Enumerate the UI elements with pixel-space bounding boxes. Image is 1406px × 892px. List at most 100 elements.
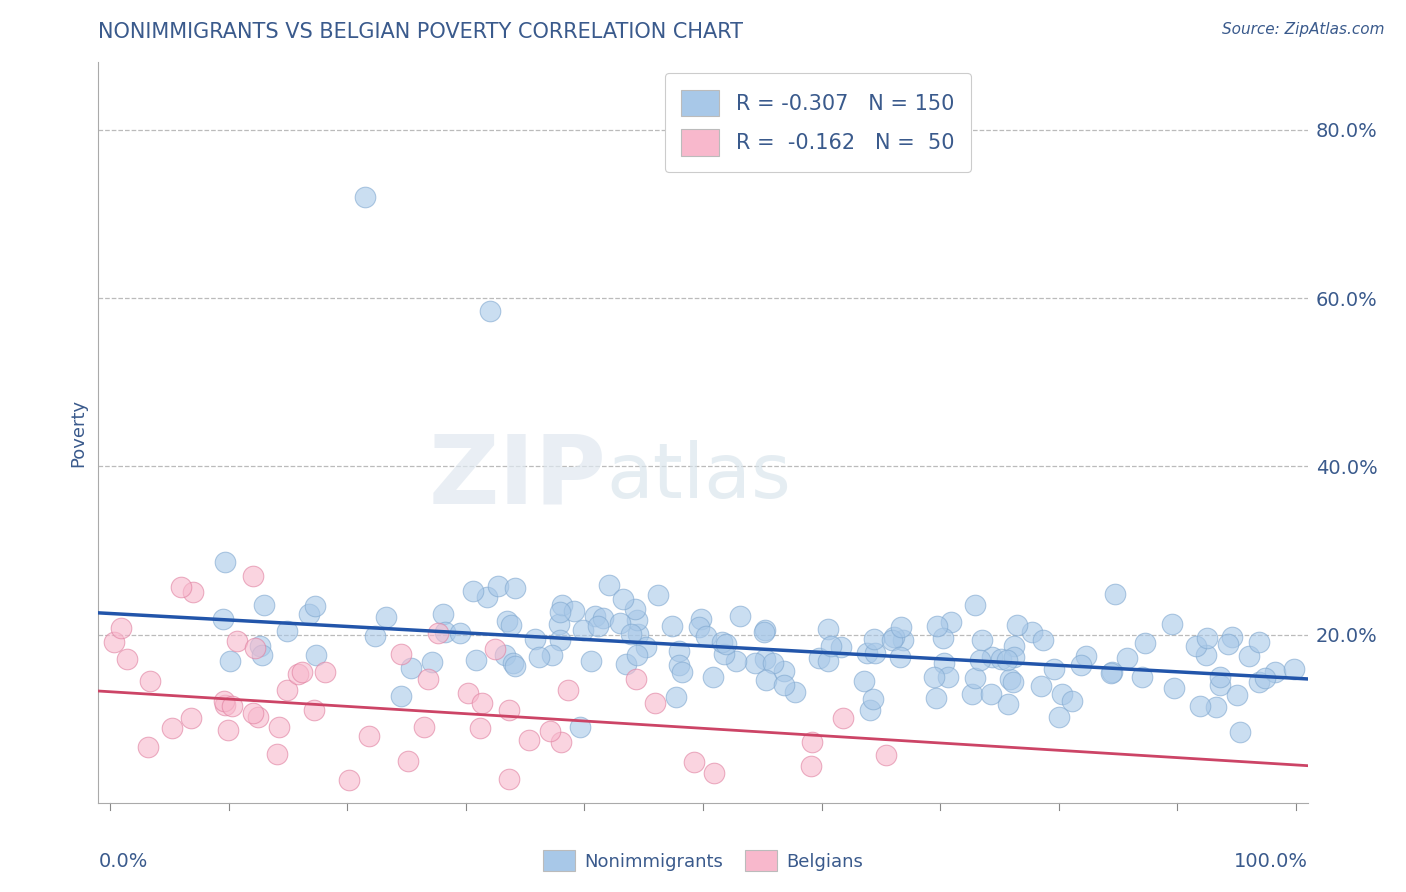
Point	[1163, 681, 1185, 695]
Point	[1205, 700, 1227, 714]
Point	[503, 659, 526, 673]
Point	[725, 654, 748, 668]
Point	[221, 699, 243, 714]
Point	[115, 652, 138, 666]
Point	[396, 754, 419, 768]
Point	[963, 598, 986, 612]
Point	[1161, 617, 1184, 632]
Point	[498, 703, 520, 717]
Point	[433, 625, 456, 640]
Point	[276, 683, 298, 698]
Point	[214, 698, 236, 712]
Point	[212, 694, 235, 708]
Point	[1021, 625, 1043, 640]
Point	[287, 667, 309, 681]
Point	[1254, 671, 1277, 685]
Point	[412, 720, 434, 734]
Point	[969, 652, 991, 666]
Point	[683, 756, 706, 770]
Point	[218, 654, 240, 668]
Point	[247, 710, 270, 724]
Point	[110, 622, 132, 636]
Point	[484, 641, 506, 656]
Point	[562, 604, 585, 618]
Point	[1099, 665, 1122, 680]
Point	[1002, 674, 1025, 689]
Point	[990, 652, 1012, 666]
Point	[291, 665, 314, 679]
Point	[624, 602, 647, 616]
Point	[1209, 678, 1232, 692]
Point	[457, 686, 479, 700]
Point	[1132, 669, 1154, 683]
Point	[305, 648, 328, 662]
Point	[1032, 632, 1054, 647]
Point	[762, 657, 785, 671]
Point	[548, 633, 571, 648]
Point	[541, 648, 564, 662]
Point	[865, 646, 887, 660]
Point	[416, 672, 439, 686]
Point	[170, 580, 193, 594]
Point	[644, 696, 666, 710]
Point	[882, 632, 904, 647]
Point	[586, 619, 609, 633]
Point	[620, 627, 643, 641]
Point	[925, 690, 948, 705]
Point	[1218, 637, 1240, 651]
Point	[612, 592, 634, 607]
Point	[1000, 672, 1022, 686]
Point	[817, 622, 839, 636]
Legend: Nonimmigrants, Belgians: Nonimmigrants, Belgians	[536, 843, 870, 879]
Point	[551, 598, 574, 612]
Point	[389, 647, 412, 661]
Point	[214, 555, 236, 569]
Point	[486, 579, 509, 593]
Point	[1226, 689, 1249, 703]
Point	[375, 610, 398, 624]
Point	[1029, 679, 1052, 693]
Point	[1043, 662, 1066, 676]
Point	[817, 654, 839, 668]
Point	[572, 624, 595, 638]
Point	[830, 640, 852, 654]
Point	[498, 772, 520, 786]
Point	[314, 665, 336, 679]
Point	[932, 631, 955, 645]
Point	[773, 678, 796, 692]
Point	[927, 618, 949, 632]
Point	[1282, 662, 1305, 676]
Point	[889, 620, 911, 634]
Point	[713, 647, 735, 661]
Point	[668, 643, 690, 657]
Point	[970, 632, 993, 647]
Point	[875, 748, 897, 763]
Point	[997, 697, 1019, 711]
Point	[217, 723, 239, 737]
Point	[538, 723, 561, 738]
Point	[711, 634, 734, 648]
Point	[832, 711, 855, 725]
Point	[249, 639, 271, 653]
Point	[253, 598, 276, 612]
Point	[557, 682, 579, 697]
Point	[471, 696, 494, 710]
Point	[568, 721, 591, 735]
Point	[468, 721, 491, 735]
Point	[801, 735, 824, 749]
Point	[501, 618, 523, 632]
Point	[357, 729, 380, 743]
Point	[626, 614, 648, 628]
Point	[702, 670, 724, 684]
Point	[302, 703, 325, 717]
Point	[266, 747, 288, 761]
Point	[963, 671, 986, 685]
Point	[495, 614, 517, 628]
Point	[889, 650, 911, 665]
Point	[475, 590, 498, 604]
Point	[862, 632, 884, 646]
Point	[1101, 665, 1123, 679]
Point	[1062, 694, 1084, 708]
Point	[744, 657, 766, 671]
Point	[527, 649, 550, 664]
